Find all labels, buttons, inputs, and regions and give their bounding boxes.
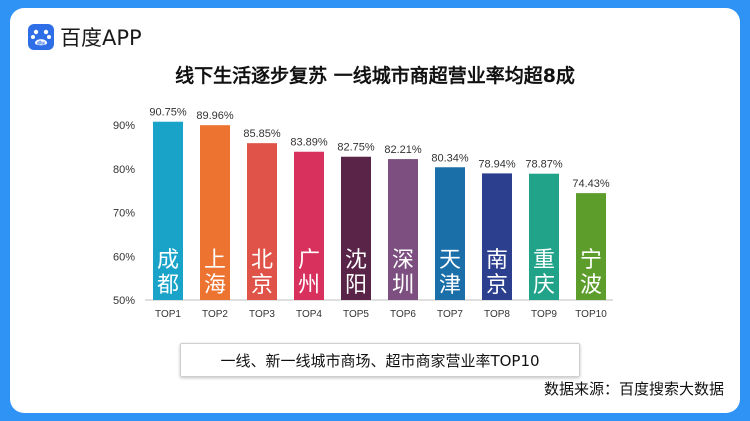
bar	[576, 193, 606, 300]
x-tick-label: TOP8	[484, 309, 510, 320]
bar	[388, 159, 418, 300]
bar-city-label: 宁	[580, 248, 602, 273]
data-label: 74.43%	[572, 178, 610, 190]
bar-city-label: 京	[251, 273, 273, 298]
bar-city-label: 都	[157, 273, 179, 298]
x-tick-label: TOP4	[296, 309, 322, 320]
bar	[529, 173, 559, 300]
data-label: 89.96%	[196, 110, 234, 122]
card: du 百度APP 线下生活逐步复苏 一线城市商超营业率均超8成 50% 60% 70…	[10, 8, 740, 413]
bar	[482, 173, 512, 300]
bar-city-label: 庆	[533, 273, 555, 298]
x-tick-label: TOP1	[155, 309, 181, 320]
baidu-paw-logo-icon: du	[28, 24, 54, 50]
y-tick-label: 60%	[113, 251, 135, 263]
bar	[435, 167, 465, 300]
data-label: 90.75%	[149, 107, 187, 119]
x-tick-label: TOP3	[249, 309, 275, 320]
y-tick-label: 70%	[113, 208, 135, 220]
data-label: 78.87%	[525, 159, 563, 171]
y-tick-label: 50%	[113, 295, 135, 307]
bar-city-label: 海	[204, 273, 226, 298]
x-tick-label: TOP5	[343, 309, 369, 320]
brand: du 百度APP	[28, 22, 142, 52]
x-tick-label: TOP6	[390, 309, 416, 320]
bar-city-label: 天	[439, 248, 461, 273]
svg-text:du: du	[37, 41, 45, 47]
bar	[341, 156, 371, 300]
data-label: 83.89%	[290, 137, 328, 149]
bar	[153, 121, 183, 300]
bar-city-label: 重	[533, 248, 555, 273]
data-source: 数据来源：百度搜索大数据	[543, 380, 724, 398]
bar-city-label: 广	[298, 248, 320, 273]
x-tick-label: TOP2	[202, 309, 228, 320]
x-tick-label: TOP10	[575, 309, 607, 320]
bar-city-label: 南	[486, 248, 508, 273]
data-label: 78.94%	[478, 158, 516, 170]
bar	[247, 143, 277, 300]
bar-chart: 50% 60% 70% 80% 90% 90.75% 成都 TOP1 89.96% 上海 TOP2 8…	[113, 107, 613, 320]
data-label: 80.34%	[431, 152, 469, 164]
bar-city-label: 京	[486, 273, 508, 298]
bar-city-label: 成	[157, 248, 179, 273]
bar-city-label: 沈	[345, 248, 367, 273]
bar-city-label: 阳	[345, 273, 367, 298]
y-tick-label: 80%	[113, 164, 135, 176]
bar-city-label: 圳	[392, 273, 414, 298]
bar-city-label: 州	[298, 273, 320, 298]
bar-city-label: 深	[392, 248, 414, 273]
data-label: 82.75%	[337, 142, 375, 154]
x-tick-label: TOP7	[437, 309, 463, 320]
bar	[294, 151, 324, 300]
x-tick-label: TOP9	[531, 309, 557, 320]
headline: 线下生活逐步复苏 一线城市商超营业率均超8成	[175, 65, 575, 87]
bar-city-label: 波	[580, 273, 602, 298]
bar-city-label: 上	[204, 248, 226, 273]
y-tick-label: 90%	[113, 120, 135, 132]
chart-caption: 一线、新一线城市商场、超市商家营业率TOP10	[180, 343, 580, 377]
brand-name: 百度APP	[60, 26, 142, 50]
data-label: 85.85%	[243, 128, 281, 140]
bar-city-label: 津	[439, 273, 461, 298]
data-label: 82.21%	[384, 144, 422, 156]
bar	[200, 125, 230, 300]
bar-city-label: 北	[251, 248, 273, 273]
